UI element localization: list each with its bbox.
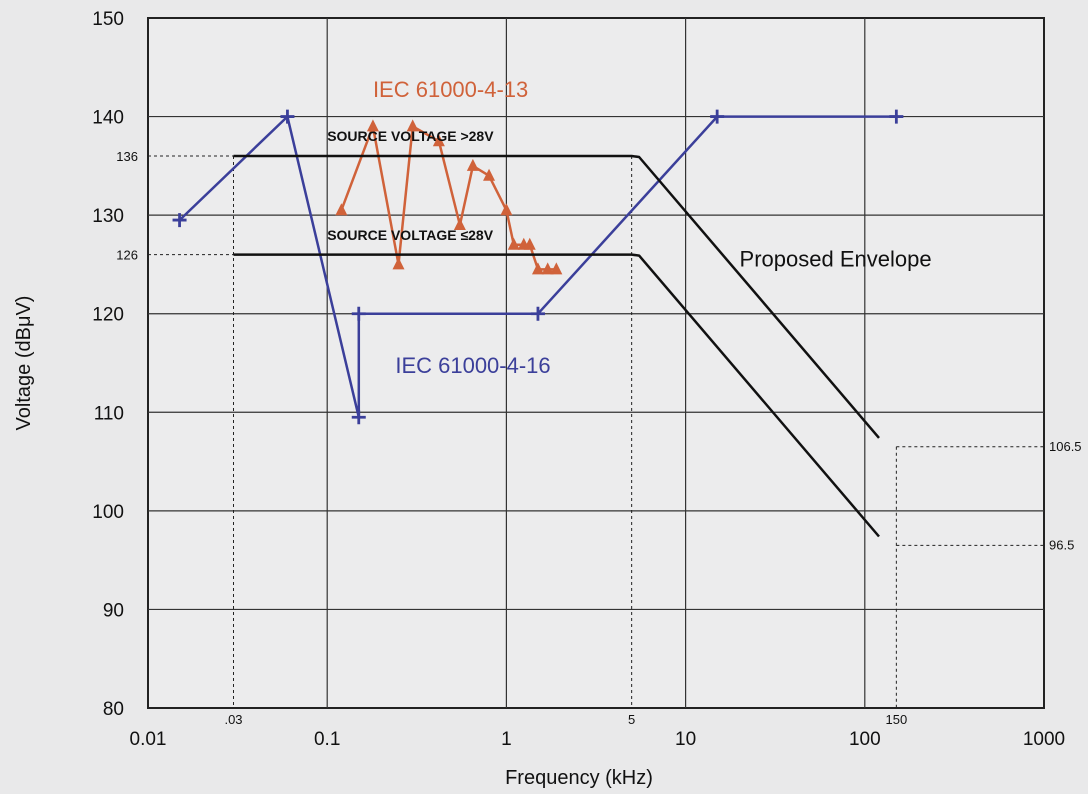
- y-tick-label: 140: [92, 108, 124, 129]
- data-point-triangle: [335, 203, 348, 216]
- data-series: [172, 109, 904, 538]
- data-point-triangle: [531, 262, 544, 275]
- data-point-plus: [710, 109, 725, 124]
- data-point-triangle: [453, 218, 466, 230]
- data-point-plus: [172, 213, 187, 228]
- annotation-proposed-envelope: Proposed Envelope: [740, 246, 932, 271]
- data-point-triangle: [366, 119, 379, 132]
- data-point-plus: [280, 109, 295, 124]
- series-line-2: [233, 154, 880, 439]
- right-ref-label: 96.5: [1049, 537, 1074, 552]
- x-ref-tick-label: 5: [628, 712, 635, 727]
- data-point-plus: [351, 410, 366, 425]
- data-point-triangle: [392, 257, 405, 270]
- annotation-source-voltage-high: SOURCE VOLTAGE >28V: [327, 128, 494, 144]
- y-tick-label: 100: [92, 502, 124, 523]
- x-axis-title: Frequency (kHz): [505, 767, 653, 789]
- x-tick-label: 1000: [1023, 729, 1065, 750]
- y-tick-label: 150: [92, 9, 124, 30]
- data-point-plus: [530, 306, 545, 321]
- data-point-triangle: [500, 203, 513, 216]
- y-tick-label: 120: [92, 305, 124, 326]
- plot-area: [147, 17, 1045, 709]
- series-line-3: [233, 253, 880, 538]
- x-ref-tick-label: .03: [224, 712, 242, 727]
- data-point-triangle: [466, 158, 479, 171]
- x-tick-label: 0.01: [130, 729, 167, 750]
- data-point-triangle: [523, 237, 536, 250]
- data-point-triangle: [541, 262, 554, 275]
- x-tick-label: 10: [675, 729, 696, 750]
- y-axis-title: Voltage (dBμV): [13, 296, 35, 431]
- annotation-source-voltage-low: SOURCE VOLTAGE ≤28V: [327, 227, 494, 243]
- x-tick-label: 0.1: [314, 729, 340, 750]
- annotation-iec-61000-4-13: IEC 61000-4-13: [373, 77, 528, 102]
- data-point-plus: [889, 109, 904, 124]
- y-tick-label: 130: [92, 206, 124, 227]
- reference-lines: [148, 155, 1044, 708]
- x-ref-tick-label: 150: [886, 712, 908, 727]
- data-point-triangle: [406, 119, 419, 132]
- tick-labels: 0.01 0.1 1 10 100 10008090100110120130140150.…: [92, 9, 1081, 750]
- x-tick-label: 100: [849, 729, 881, 750]
- data-point-triangle: [507, 237, 520, 250]
- data-point-triangle: [483, 168, 496, 181]
- y-tick-label: 110: [94, 403, 124, 424]
- data-point-plus: [351, 306, 366, 321]
- y-tick-label: 80: [103, 699, 124, 720]
- data-point-triangle: [550, 262, 563, 275]
- y-ref-tick-label: 126: [116, 248, 138, 263]
- y-tick-label: 90: [103, 600, 124, 621]
- x-tick-label: 1: [501, 729, 512, 750]
- y-ref-tick-label: 136: [116, 149, 138, 164]
- annotation-iec-61000-4-16: IEC 61000-4-16: [395, 353, 550, 378]
- data-point-triangle: [432, 134, 445, 147]
- right-ref-label: 106.5: [1049, 439, 1082, 454]
